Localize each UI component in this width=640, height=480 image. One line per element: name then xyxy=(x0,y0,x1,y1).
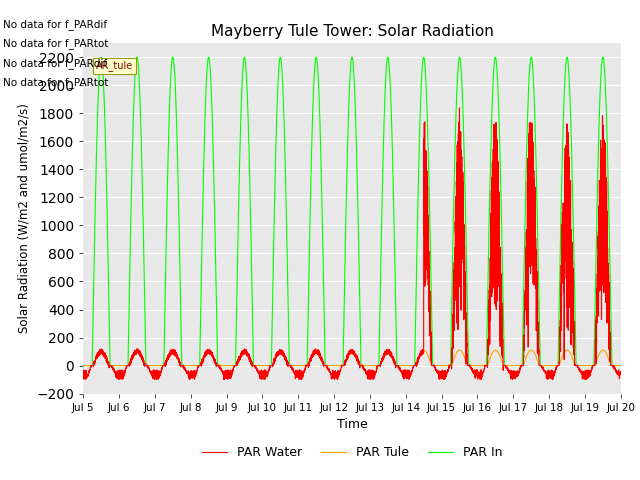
Text: No data for f_PARtot: No data for f_PARtot xyxy=(3,77,109,88)
Line: PAR In: PAR In xyxy=(83,57,621,366)
PAR In xyxy=(176,264,184,270)
PAR In xyxy=(332,363,340,369)
Title: Mayberry Tule Tower: Solar Radiation: Mayberry Tule Tower: Solar Radiation xyxy=(211,24,493,39)
X-axis label: Time: Time xyxy=(337,418,367,431)
PAR Water xyxy=(472,372,480,378)
PAR In xyxy=(616,363,624,369)
PAR Tule xyxy=(472,363,480,369)
PAR Water xyxy=(79,376,87,382)
PAR Water xyxy=(456,105,463,111)
PAR Tule xyxy=(97,347,105,353)
PAR Water xyxy=(549,377,557,383)
PAR In xyxy=(97,54,105,60)
PAR Water xyxy=(616,371,624,377)
Text: No data for f_PARtot: No data for f_PARtot xyxy=(3,38,109,49)
Line: PAR Tule: PAR Tule xyxy=(83,350,621,366)
PAR Tule xyxy=(616,363,624,369)
PAR In xyxy=(443,363,451,369)
Legend: PAR Water, PAR Tule, PAR In: PAR Water, PAR Tule, PAR In xyxy=(197,442,507,465)
Line: PAR Water: PAR Water xyxy=(83,108,621,380)
PAR In xyxy=(472,363,480,369)
PAR Water xyxy=(443,371,451,376)
PAR Water xyxy=(617,369,625,374)
Text: AR_tule: AR_tule xyxy=(96,60,133,72)
PAR Tule xyxy=(617,363,625,369)
PAR Tule xyxy=(176,360,184,366)
PAR Tule xyxy=(443,363,451,369)
Y-axis label: Solar Radiation (W/m2 and umol/m2/s): Solar Radiation (W/m2 and umol/m2/s) xyxy=(18,104,31,333)
PAR Water xyxy=(332,370,340,376)
PAR Water xyxy=(503,366,511,372)
Text: No data for f_PARdif: No data for f_PARdif xyxy=(3,58,108,69)
PAR In xyxy=(79,363,87,369)
PAR Tule xyxy=(503,363,511,369)
PAR Tule xyxy=(332,363,340,369)
PAR Water xyxy=(176,360,184,365)
PAR Tule xyxy=(79,363,87,369)
PAR In xyxy=(617,363,625,369)
PAR In xyxy=(503,363,511,369)
Text: No data for f_PARdif: No data for f_PARdif xyxy=(3,19,108,30)
